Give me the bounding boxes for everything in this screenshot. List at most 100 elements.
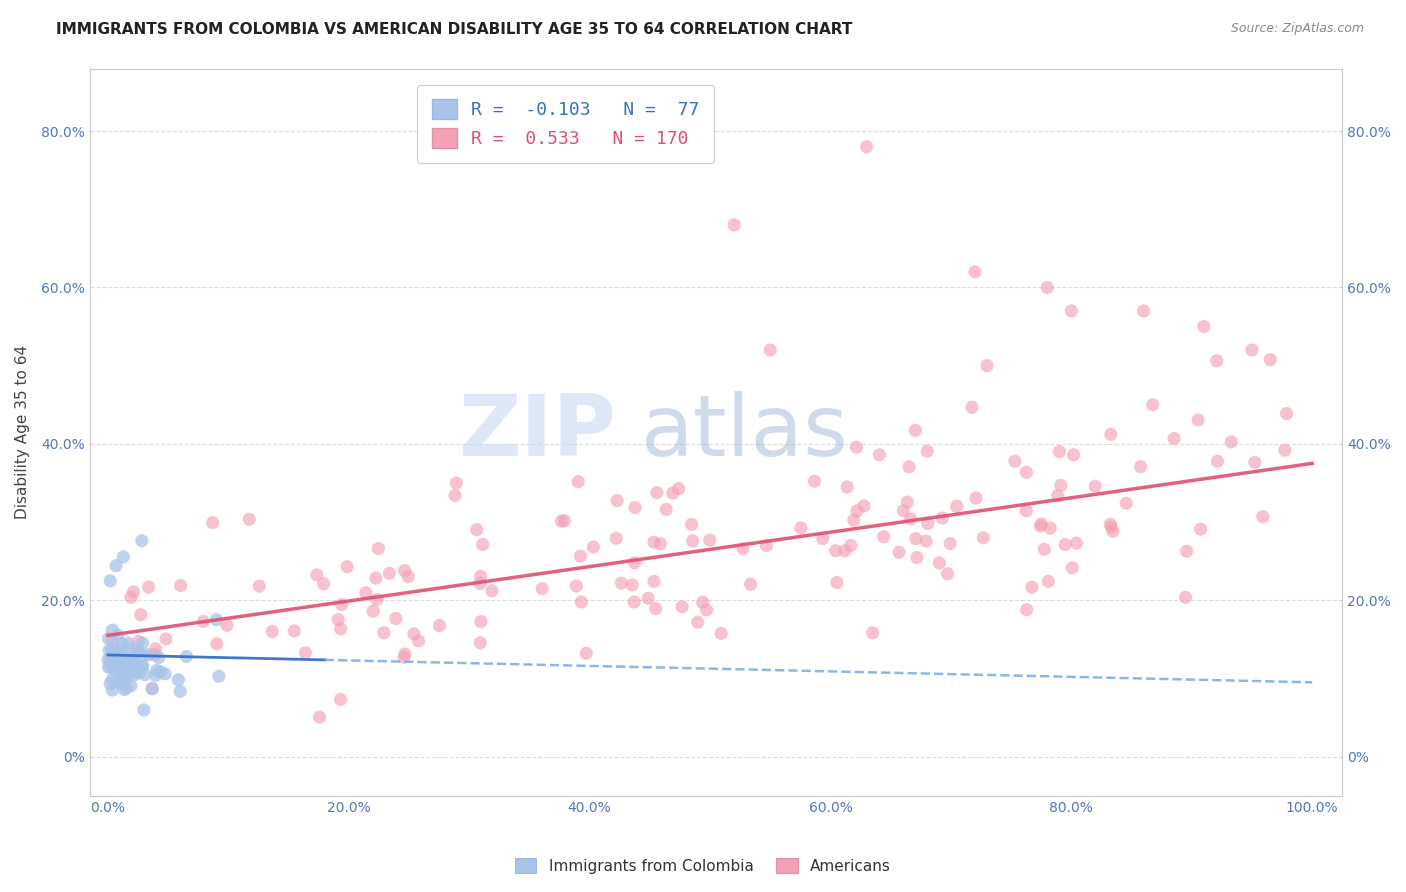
Point [887, 545, 910, 559]
Point [122, 664, 145, 678]
Point [117, 640, 139, 655]
Point [176, 649, 198, 664]
Point [900, 512, 922, 526]
Point [1099, 517, 1122, 532]
Point [117, 636, 139, 650]
Point [1060, 304, 1083, 318]
Point [97, 632, 120, 646]
Point [1036, 280, 1059, 294]
Point [567, 475, 589, 489]
Point [569, 549, 592, 564]
Point [1038, 574, 1060, 589]
Point [111, 641, 134, 656]
Point [124, 668, 146, 682]
Point [329, 692, 352, 706]
Point [120, 651, 142, 665]
Point [110, 637, 132, 651]
Point [623, 556, 645, 570]
Point [125, 658, 148, 673]
Point [945, 500, 967, 514]
Point [1129, 459, 1152, 474]
Point [896, 495, 918, 509]
Point [465, 523, 488, 537]
Point [308, 710, 330, 724]
Point [610, 576, 633, 591]
Point [643, 574, 665, 589]
Point [1189, 522, 1212, 536]
Point [621, 578, 644, 592]
Point [120, 679, 142, 693]
Point [124, 658, 146, 673]
Point [965, 491, 987, 505]
Point [917, 444, 939, 458]
Point [696, 603, 718, 617]
Point [862, 625, 884, 640]
Point [963, 265, 986, 279]
Point [699, 533, 721, 548]
Point [132, 648, 155, 663]
Point [429, 618, 451, 632]
Point [1115, 496, 1137, 510]
Point [129, 607, 152, 622]
Point [1050, 478, 1073, 492]
Point [101, 641, 124, 656]
Point [839, 538, 862, 552]
Point [328, 613, 350, 627]
Point [201, 516, 224, 530]
Point [1015, 603, 1038, 617]
Point [446, 475, 468, 490]
Point [104, 664, 127, 678]
Point [105, 558, 128, 573]
Point [132, 703, 155, 717]
Point [470, 636, 492, 650]
Point [565, 579, 588, 593]
Point [132, 636, 155, 650]
Point [931, 511, 953, 525]
Point [100, 649, 122, 664]
Point [112, 549, 135, 564]
Point [650, 537, 672, 551]
Point [112, 660, 135, 674]
Point [575, 646, 598, 660]
Point [97, 653, 120, 667]
Point [723, 218, 745, 232]
Legend: Immigrants from Colombia, Americans: Immigrants from Colombia, Americans [509, 852, 897, 880]
Point [103, 648, 125, 662]
Point [550, 514, 572, 528]
Point [471, 537, 494, 551]
Point [146, 663, 169, 677]
Point [825, 575, 848, 590]
Point [1163, 432, 1185, 446]
Point [101, 657, 124, 671]
Point [169, 684, 191, 698]
Point [893, 504, 915, 518]
Point [205, 637, 228, 651]
Point [481, 583, 503, 598]
Point [845, 440, 868, 454]
Point [110, 664, 132, 678]
Point [330, 598, 353, 612]
Point [132, 659, 155, 673]
Point [117, 666, 139, 681]
Point [790, 521, 813, 535]
Point [1275, 407, 1298, 421]
Point [1240, 343, 1263, 357]
Point [134, 667, 156, 681]
Point [811, 532, 834, 546]
Point [759, 343, 782, 357]
Point [103, 646, 125, 660]
Point [105, 647, 128, 661]
Point [120, 655, 142, 669]
Point [107, 675, 129, 690]
Point [294, 646, 316, 660]
Point [1220, 435, 1243, 450]
Point [939, 536, 962, 550]
Point [444, 489, 467, 503]
Point [1039, 521, 1062, 535]
Point [138, 580, 160, 594]
Point [115, 672, 138, 686]
Point [692, 595, 714, 609]
Point [367, 541, 389, 556]
Point [686, 615, 709, 630]
Point [569, 595, 592, 609]
